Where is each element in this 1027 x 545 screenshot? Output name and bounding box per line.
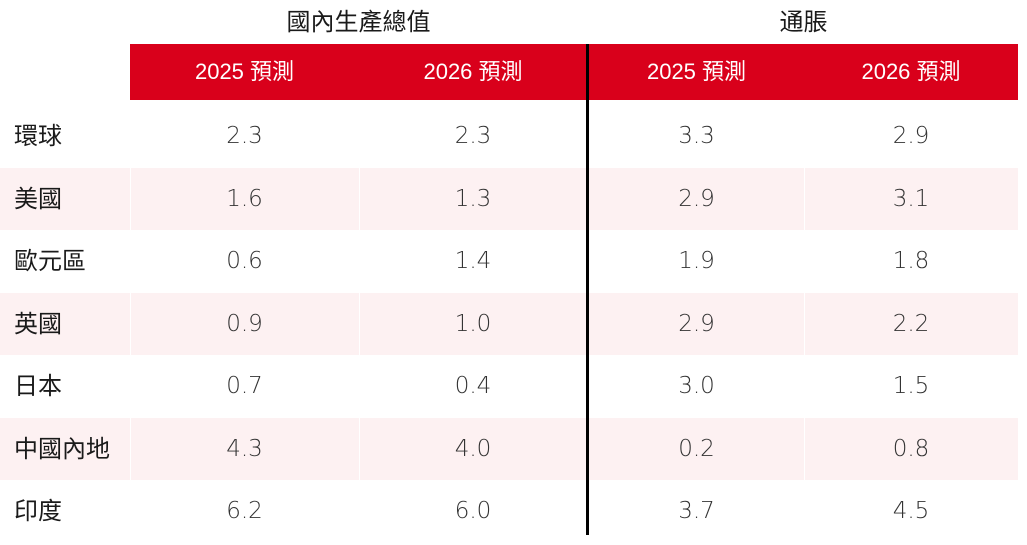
table-cell: 4.3 (226, 435, 263, 462)
column-header-gdp-2025: 2025 預測 (194, 59, 295, 84)
cell-separator (359, 417, 360, 480)
table-row: 美國 1.6 1.3 2.9 3.1 (0, 167, 1027, 230)
cell-separator (804, 167, 805, 230)
table-cell: 1.6 (226, 185, 263, 212)
table-cell: 1.9 (678, 248, 715, 274)
cell-separator (804, 417, 805, 480)
table-cell: 3.0 (678, 373, 715, 399)
table-row: 環球 2.3 2.3 3.3 2.9 (0, 105, 1027, 167)
row-label: 印度 (14, 497, 62, 525)
cell-separator (359, 167, 360, 230)
table-cell: 1.0 (454, 310, 492, 337)
column-group-divider (586, 44, 589, 535)
table-cell: 2.3 (226, 123, 263, 149)
table-cell: 3.7 (678, 498, 715, 524)
table-cell: 0.2 (678, 435, 715, 462)
column-header-gdp-2026: 2026 預測 (423, 59, 523, 84)
table-cell: 4.0 (454, 435, 492, 462)
cell-separator (359, 292, 360, 355)
table-row: 英國 0.9 1.0 2.9 2.2 (0, 292, 1027, 355)
table-cell: 6.2 (226, 498, 263, 524)
table-cell: 0.7 (226, 373, 263, 399)
table-cell: 0.6 (226, 248, 263, 274)
cell-separator (130, 167, 131, 230)
table-row: 印度 6.2 6.0 3.7 4.5 (0, 480, 1027, 542)
header-bar (130, 44, 1018, 100)
table-cell: 2.9 (678, 310, 715, 337)
table-cell: 3.1 (892, 185, 930, 212)
table-cell: 1.4 (454, 248, 492, 274)
row-label: 歐元區 (14, 247, 86, 275)
table-cell: 6.0 (454, 498, 492, 524)
table-cell: 1.5 (892, 373, 930, 399)
table-cell: 3.3 (678, 123, 715, 149)
table-cell: 2.3 (454, 123, 492, 149)
row-label: 環球 (14, 122, 62, 150)
cell-separator (130, 417, 131, 480)
row-label: 中國內地 (14, 434, 110, 463)
table-row: 中國內地 4.3 4.0 0.2 0.8 (0, 417, 1027, 480)
table-cell: 4.5 (892, 498, 930, 524)
table-cell: 2.9 (892, 123, 930, 149)
column-header-inflation-2026: 2026 預測 (861, 59, 961, 84)
table-row: 歐元區 0.6 1.4 1.9 1.8 (0, 230, 1027, 292)
table-cell: 0.4 (454, 373, 492, 399)
table-cell: 2.2 (892, 310, 930, 337)
table-cell: 0.8 (892, 435, 930, 462)
table-cell: 1.3 (454, 185, 492, 212)
row-label: 美國 (14, 184, 62, 213)
table-cell: 1.8 (892, 248, 930, 274)
row-label: 日本 (14, 372, 62, 400)
table-cell: 2.9 (678, 185, 715, 212)
cell-separator (130, 292, 131, 355)
row-stripe (0, 167, 1018, 230)
row-label: 英國 (14, 309, 62, 338)
cell-separator (804, 292, 805, 355)
row-stripe (0, 292, 1018, 355)
column-header-inflation-2025: 2025 預測 (646, 59, 747, 84)
table-cell: 0.9 (226, 310, 263, 337)
table-row: 日本 0.7 0.4 3.0 1.5 (0, 355, 1027, 417)
row-stripe (0, 417, 1018, 480)
inflation-group-title: 通脹 (779, 8, 828, 36)
gdp-group-title: 國內生產總值 (286, 8, 431, 36)
